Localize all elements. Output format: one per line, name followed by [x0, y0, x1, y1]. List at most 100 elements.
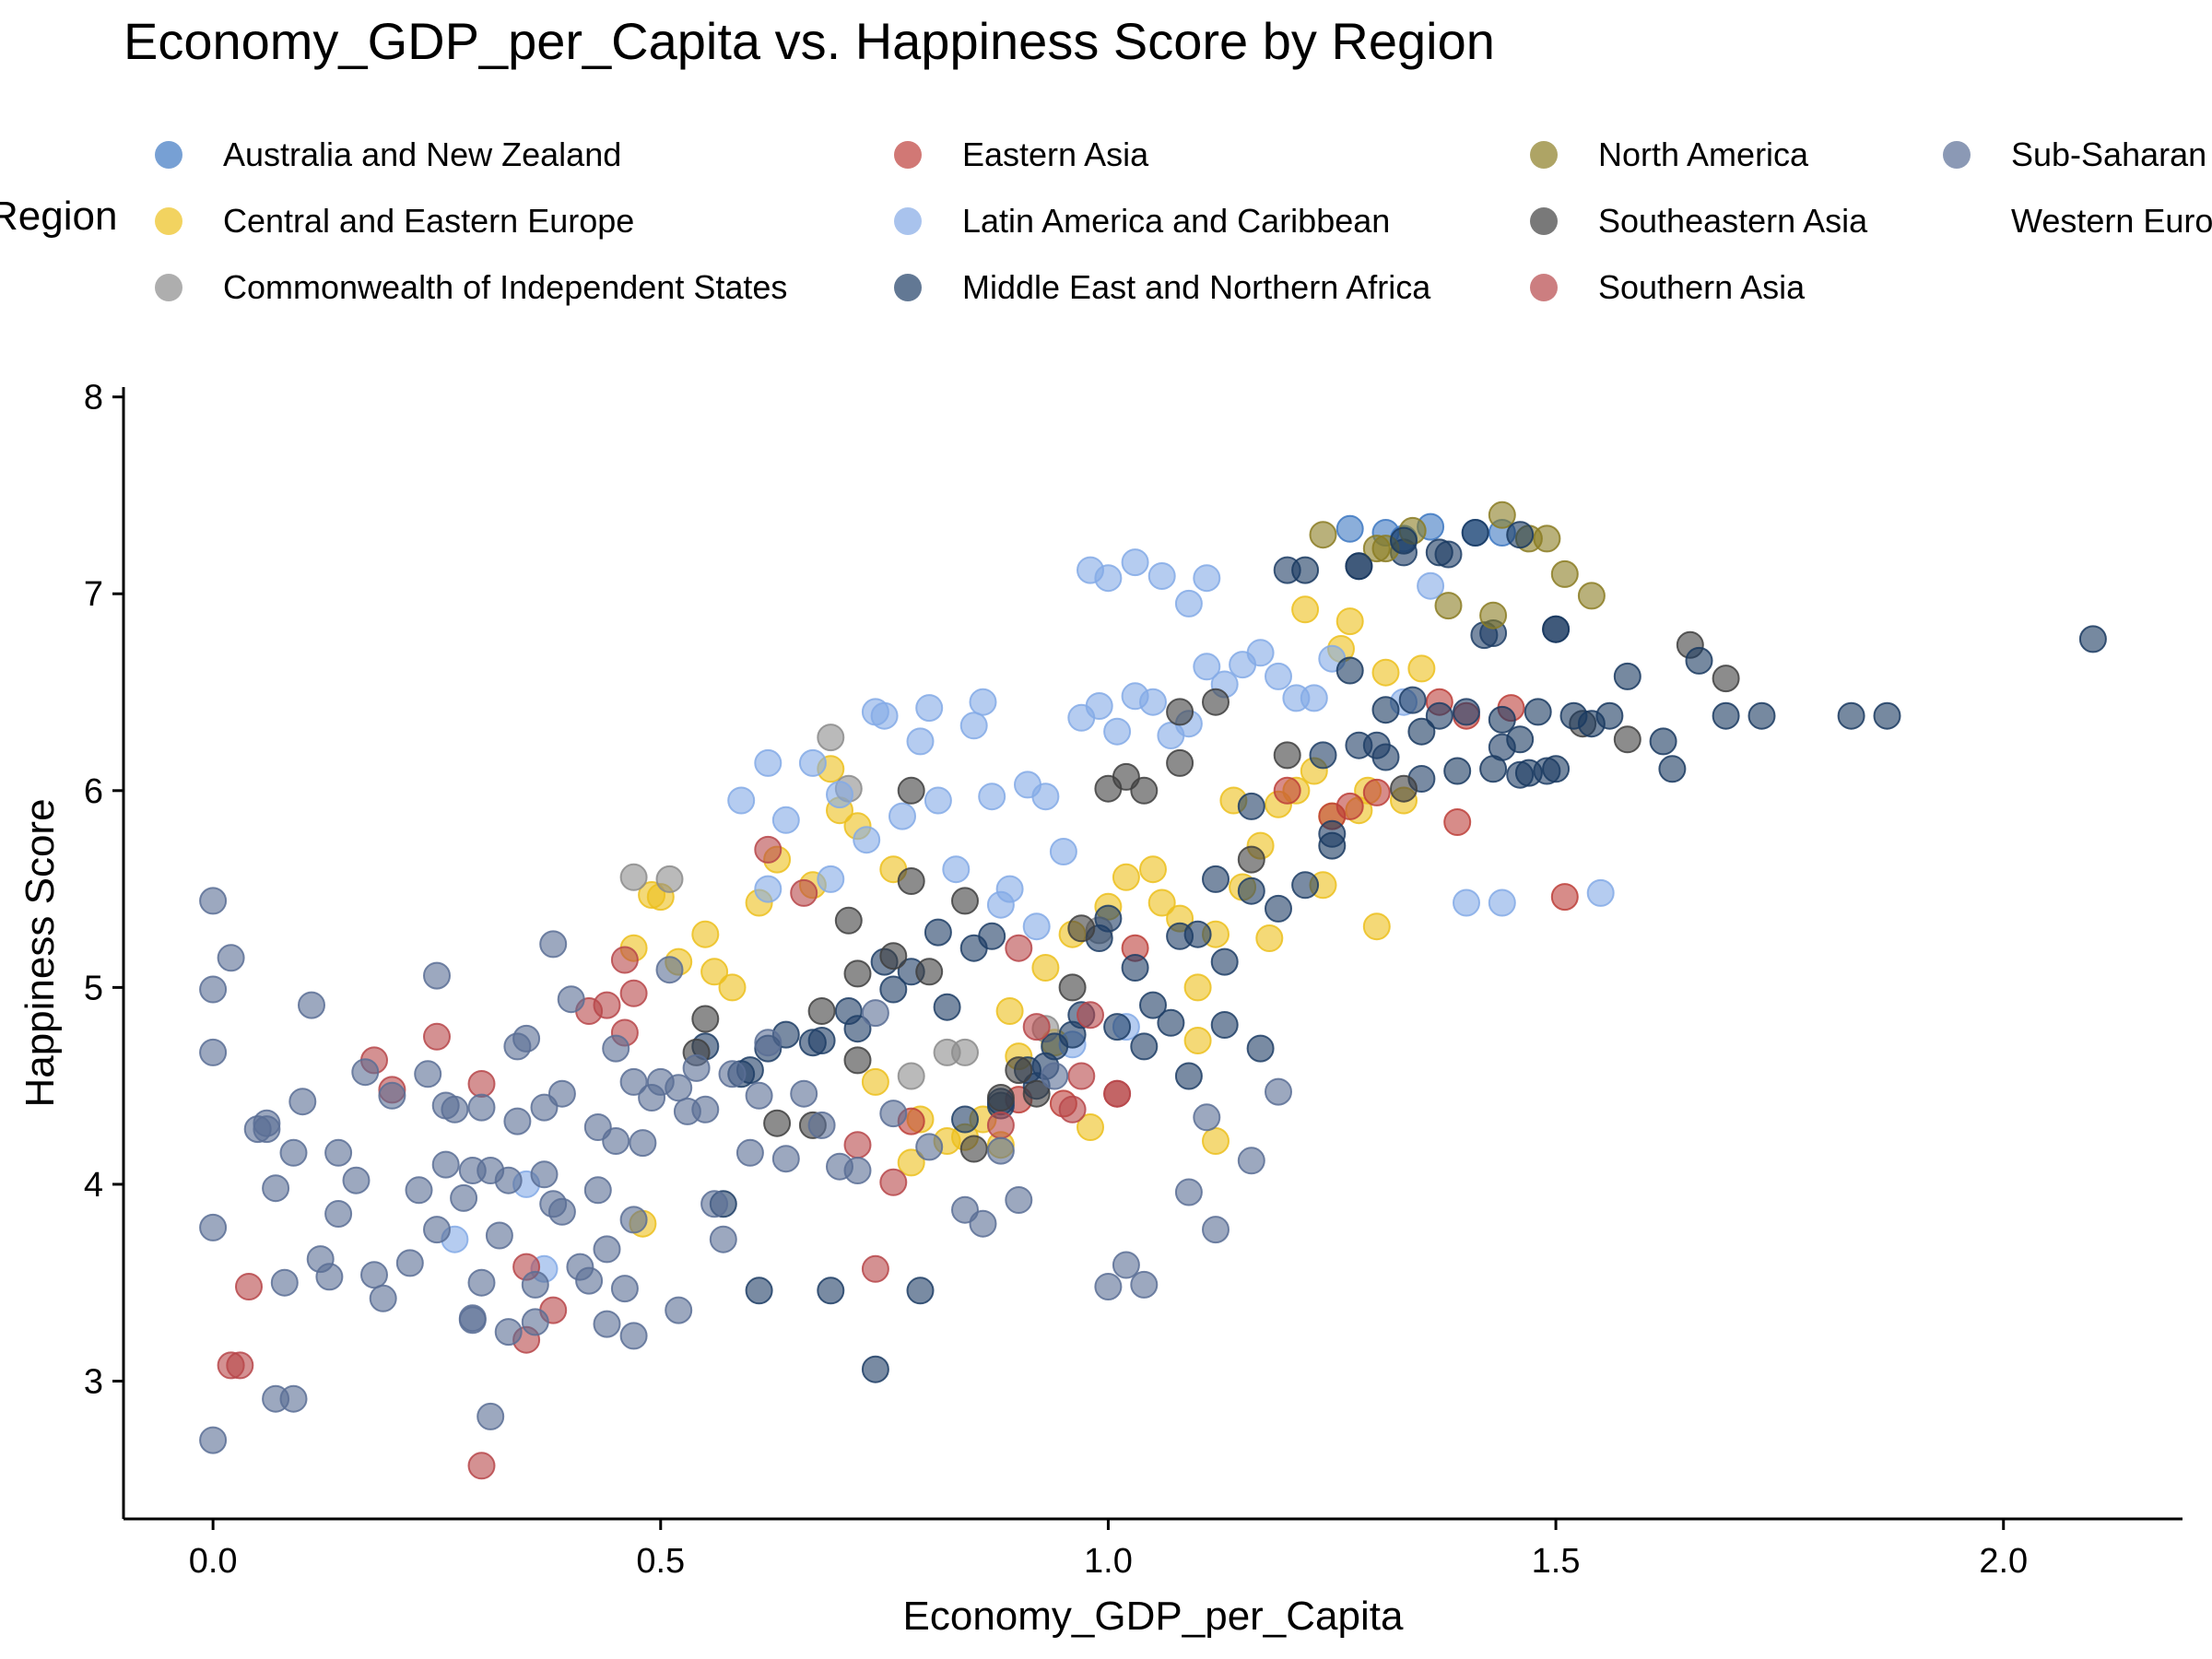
data-point [1577, 582, 1606, 610]
y-tick-label: 5 [84, 969, 103, 1007]
data-point [1246, 1034, 1275, 1063]
data-point [924, 786, 952, 815]
data-point [467, 1070, 496, 1098]
data-point [441, 1095, 469, 1124]
data-point [691, 1095, 720, 1124]
data-point [494, 1166, 523, 1194]
data-point [1077, 1001, 1104, 1030]
x-tick-label: 1.5 [1532, 1542, 1581, 1581]
data-point [629, 1129, 657, 1158]
data-point [1443, 808, 1472, 836]
data-point [1077, 1113, 1104, 1141]
legend-swatch [894, 274, 922, 301]
legend-item: Commonwealth of Independent States [155, 260, 787, 315]
data-point [709, 1225, 737, 1253]
legend-item: Eastern Asia [894, 127, 1148, 182]
data-point [691, 1005, 720, 1033]
data-point [199, 1426, 228, 1454]
data-point [1613, 662, 1641, 690]
data-point [1183, 973, 1212, 1002]
data-point [1139, 991, 1167, 1019]
data-point [547, 1079, 576, 1108]
data-point [924, 918, 952, 947]
data-point [610, 946, 639, 974]
data-point [986, 890, 1015, 919]
data-point [700, 1190, 729, 1218]
data-point [1265, 1077, 1292, 1106]
data-point [817, 865, 845, 893]
data-point [521, 1270, 549, 1299]
data-point [1371, 658, 1400, 687]
data-point [1210, 1011, 1239, 1039]
data-point [566, 1253, 594, 1281]
data-point [593, 1235, 621, 1264]
legend-label: Commonwealth of Independent States [223, 268, 788, 306]
data-point [1130, 1032, 1159, 1061]
data-point [1479, 601, 1508, 629]
data-point [754, 875, 782, 903]
data-point [1005, 1186, 1033, 1214]
data-point [1139, 688, 1167, 716]
x-axis-title: Economy_GDP_per_Capita [903, 1594, 1404, 1639]
data-point [1873, 701, 1901, 730]
data-point [485, 1221, 513, 1250]
data-point [1237, 792, 1265, 820]
data-point [547, 1197, 576, 1226]
data-point [199, 1213, 228, 1241]
data-point [226, 1351, 254, 1380]
data-point [897, 867, 925, 895]
data-point [521, 1308, 549, 1336]
data-point [691, 920, 720, 948]
data-point [906, 1277, 935, 1305]
x-tick-label: 0.0 [189, 1542, 238, 1581]
data-point [1166, 748, 1194, 777]
legend-swatch [1943, 141, 1971, 169]
data-point [763, 1109, 792, 1137]
data-point [754, 748, 782, 777]
data-point [1058, 1095, 1087, 1124]
data-point [1139, 855, 1167, 884]
x-tick-label: 0.5 [636, 1542, 685, 1581]
legend-label: Southeastern Asia [1598, 202, 1868, 240]
legend-column: Australia and New Zealand Central and Eas… [155, 127, 800, 330]
data-point [790, 1079, 818, 1108]
data-point [942, 855, 971, 884]
data-point [1094, 1273, 1123, 1300]
data-point [423, 961, 451, 990]
data-point [279, 1138, 308, 1167]
data-point [665, 1074, 693, 1102]
data-point [1210, 947, 1239, 976]
data-point [503, 1107, 532, 1135]
data-point [1291, 871, 1320, 900]
data-point [1425, 701, 1453, 730]
data-point [1550, 559, 1579, 588]
data-point [2078, 625, 2107, 653]
data-point [253, 1115, 281, 1144]
data-point [1335, 656, 1364, 685]
data-point [1202, 1216, 1230, 1244]
data-point [458, 1157, 487, 1184]
data-point [843, 959, 872, 988]
data-point [745, 1081, 773, 1110]
data-point [1193, 653, 1221, 681]
data-point [834, 906, 863, 935]
legend-label: Latin America and Caribbean [962, 202, 1391, 240]
legend-item: North America [1530, 127, 1808, 182]
data-point [414, 1060, 442, 1088]
data-point [861, 1355, 889, 1383]
data-point [1514, 759, 1543, 787]
data-point [1005, 934, 1033, 962]
data-point [1577, 710, 1606, 738]
data-point [906, 727, 935, 756]
data-point [467, 1093, 496, 1122]
data-point [1273, 776, 1301, 805]
data-point [199, 975, 228, 1004]
data-point [727, 786, 756, 815]
y-tick-label: 4 [84, 1166, 103, 1205]
data-point [978, 782, 1006, 811]
data-point [1183, 1027, 1212, 1054]
ticks-layer: 0.0 0.5 1.0 1.5 2.0 3 4 5 6 7 8 [84, 379, 2028, 1581]
data-point [467, 1452, 496, 1480]
data-point [1174, 1062, 1203, 1090]
